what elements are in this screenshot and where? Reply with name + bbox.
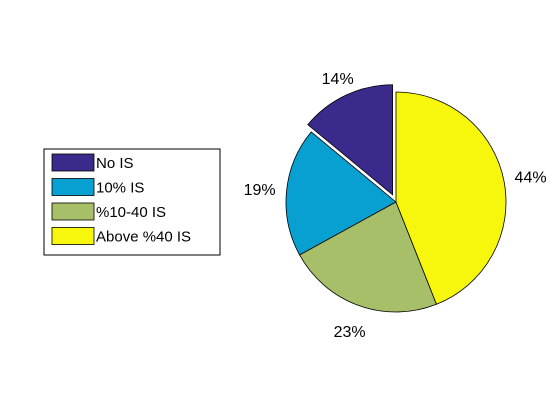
pie-slice-10-40-is — [299, 201, 438, 313]
pie-slices — [285, 84, 507, 313]
legend-swatch-10-is — [51, 178, 95, 196]
pie-percent-labels: 14% 19% 23% 44% — [244, 71, 547, 341]
pie-slice-no-is — [307, 84, 393, 196]
pie-percent-label-above-40-is: 44% — [515, 169, 547, 186]
legend-label-no-is: No IS — [96, 155, 134, 172]
pie-percent-label-10-is: 19% — [244, 182, 276, 199]
pie-slice-above-40-is — [395, 91, 507, 305]
pie-percent-label-10-40-is: 23% — [334, 324, 366, 341]
pie-slice-10-is — [285, 131, 397, 256]
legend-swatch-10-40-is — [51, 202, 95, 221]
legend-label-above-40-is: Above %40 IS — [96, 229, 191, 246]
legend-swatch-no-is — [51, 153, 95, 172]
legend-label-10-is: 10% IS — [96, 180, 144, 197]
legend: No IS 10% IS %10-40 IS Above %40 IS — [43, 148, 221, 256]
legend-label-10-40-is: %10-40 IS — [96, 204, 166, 221]
legend-items: No IS 10% IS %10-40 IS Above %40 IS — [51, 153, 191, 246]
legend-swatch-above-40-is — [51, 227, 95, 245]
pie-percent-label-no-is: 14% — [322, 71, 354, 88]
